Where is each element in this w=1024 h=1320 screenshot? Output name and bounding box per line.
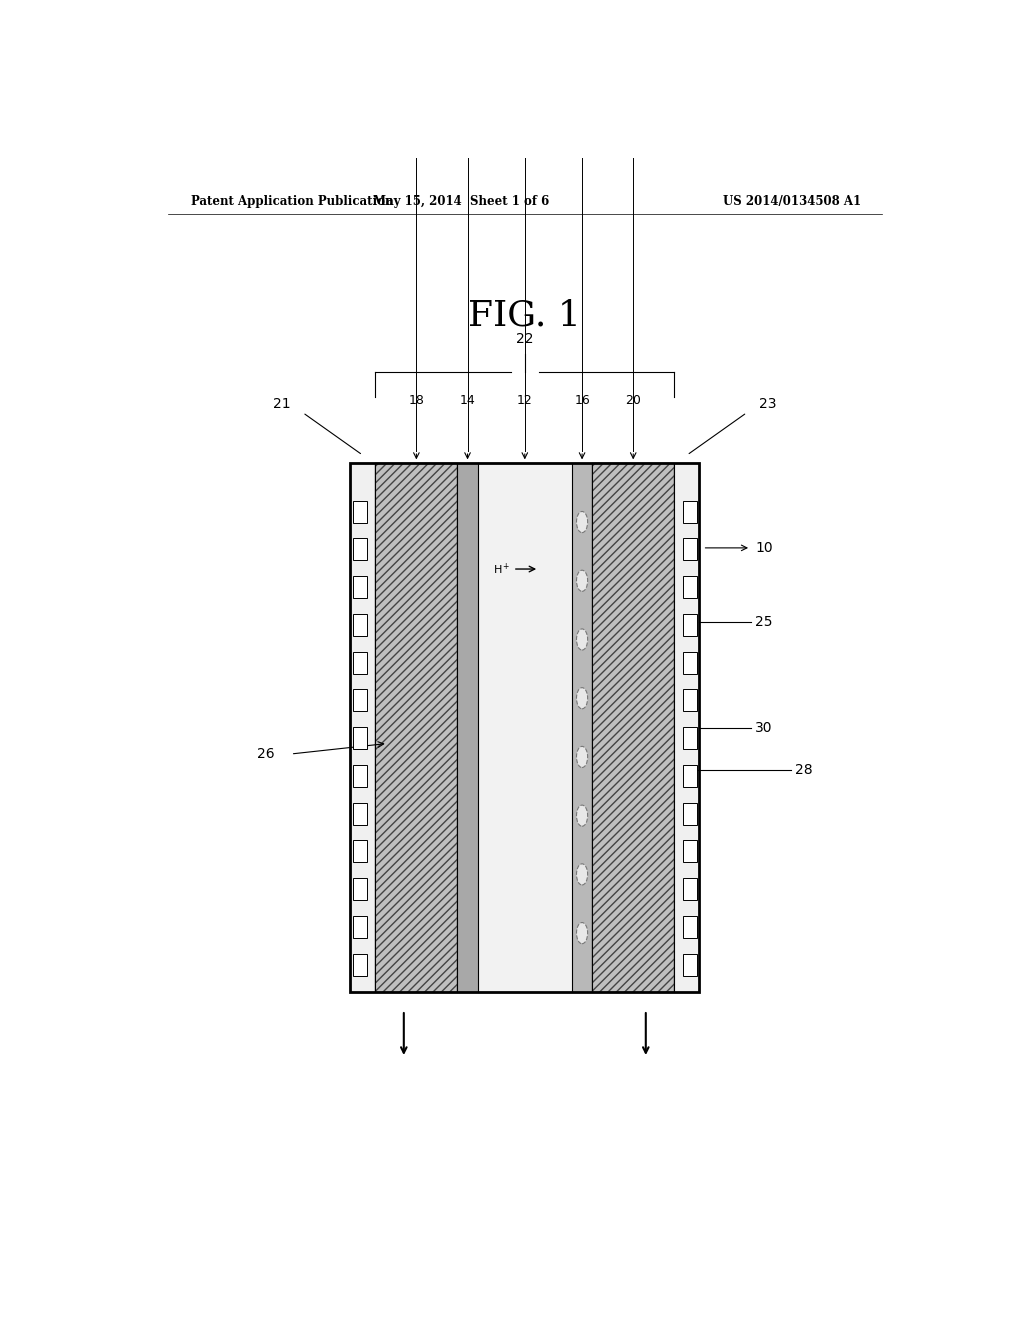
Text: 30: 30 (755, 721, 772, 735)
Text: 22: 22 (516, 333, 534, 346)
Bar (683, 954, 697, 975)
Ellipse shape (577, 746, 588, 767)
Ellipse shape (577, 805, 588, 826)
Text: May 15, 2014  Sheet 1 of 6: May 15, 2014 Sheet 1 of 6 (373, 194, 550, 207)
Bar (477, 463, 572, 991)
Text: 20: 20 (626, 395, 641, 408)
Bar (352, 766, 367, 787)
Bar (350, 463, 376, 991)
Bar (572, 463, 592, 991)
Text: 14: 14 (460, 395, 475, 408)
Text: 25: 25 (755, 615, 772, 628)
Ellipse shape (577, 628, 588, 649)
Bar (683, 652, 697, 673)
Text: H$^+$: H$^+$ (493, 561, 511, 577)
Bar (352, 954, 367, 975)
Text: 18: 18 (409, 395, 424, 408)
Bar (458, 463, 477, 991)
Bar (376, 463, 458, 991)
Ellipse shape (577, 511, 588, 532)
Text: Patent Application Publication: Patent Application Publication (191, 194, 394, 207)
Bar (683, 766, 697, 787)
Bar (683, 727, 697, 750)
Bar (352, 803, 367, 825)
Bar (352, 878, 367, 900)
Bar (683, 614, 697, 636)
Text: 28: 28 (795, 763, 812, 777)
Text: 23: 23 (759, 397, 776, 412)
Bar (683, 539, 697, 561)
Text: 10: 10 (755, 541, 772, 554)
Ellipse shape (577, 923, 588, 944)
Bar (352, 841, 367, 862)
Bar (683, 841, 697, 862)
Ellipse shape (577, 688, 588, 709)
Bar (352, 916, 367, 939)
Bar (352, 500, 367, 523)
Text: 21: 21 (273, 397, 291, 412)
Text: FIG. 1: FIG. 1 (468, 298, 582, 333)
Text: 26: 26 (257, 747, 274, 762)
Bar (350, 463, 699, 991)
Bar (352, 577, 367, 598)
Ellipse shape (577, 863, 588, 884)
Bar (683, 500, 697, 523)
Bar (683, 577, 697, 598)
Bar (352, 652, 367, 673)
Bar (352, 539, 367, 561)
Text: 12: 12 (517, 395, 532, 408)
Bar (592, 463, 674, 991)
Text: 16: 16 (574, 395, 590, 408)
Bar (352, 614, 367, 636)
Bar (683, 689, 697, 711)
Bar (683, 878, 697, 900)
Bar (683, 916, 697, 939)
Text: US 2014/0134508 A1: US 2014/0134508 A1 (723, 194, 861, 207)
Bar (683, 803, 697, 825)
Bar (352, 689, 367, 711)
Ellipse shape (577, 570, 588, 591)
Bar (352, 727, 367, 750)
Bar (674, 463, 699, 991)
